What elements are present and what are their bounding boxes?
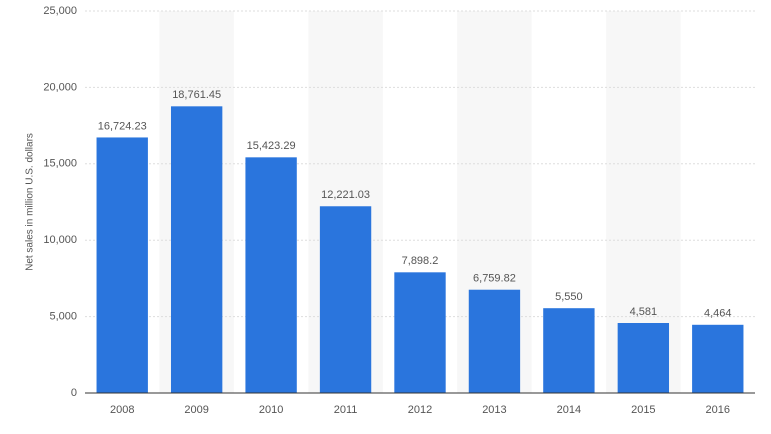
bar [319,206,372,393]
bar [170,106,223,393]
y-tick-label: 5,000 [49,311,77,323]
data-label: 4,464 [704,308,732,320]
y-tick-label: 10,000 [43,234,77,246]
x-tick-label: 2015 [631,404,655,416]
y-tick-label: 15,000 [43,158,77,170]
bar [543,308,595,393]
x-tick-label: 2009 [184,404,208,416]
bar [692,324,744,393]
data-label: 7,898.2 [402,255,439,267]
x-tick-label: 2013 [482,404,506,416]
bar [468,289,521,393]
bar [245,157,297,393]
x-tick-label: 2012 [408,404,432,416]
x-tick-label: 2014 [557,404,581,416]
x-tick-label: 2008 [110,404,134,416]
x-tick-label: 2011 [334,404,358,416]
y-tick-label: 20,000 [43,81,77,93]
data-label: 6,759.82 [473,273,516,285]
y-axis-label: Net sales in million U.S. dollars [25,133,36,271]
data-label: 16,724.23 [98,120,147,132]
data-label: 12,221.03 [321,189,370,201]
data-label: 18,761.45 [172,89,221,101]
bar [394,272,446,393]
bar [617,323,670,393]
y-tick-label: 0 [71,387,77,399]
data-label: 5,550 [555,291,583,303]
bar [96,137,148,393]
data-label: 4,581 [630,306,658,318]
x-tick-label: 2010 [259,404,283,416]
data-label: 15,423.29 [247,140,296,152]
y-tick-label: 25,000 [43,5,77,17]
x-tick-label: 2016 [706,404,730,416]
